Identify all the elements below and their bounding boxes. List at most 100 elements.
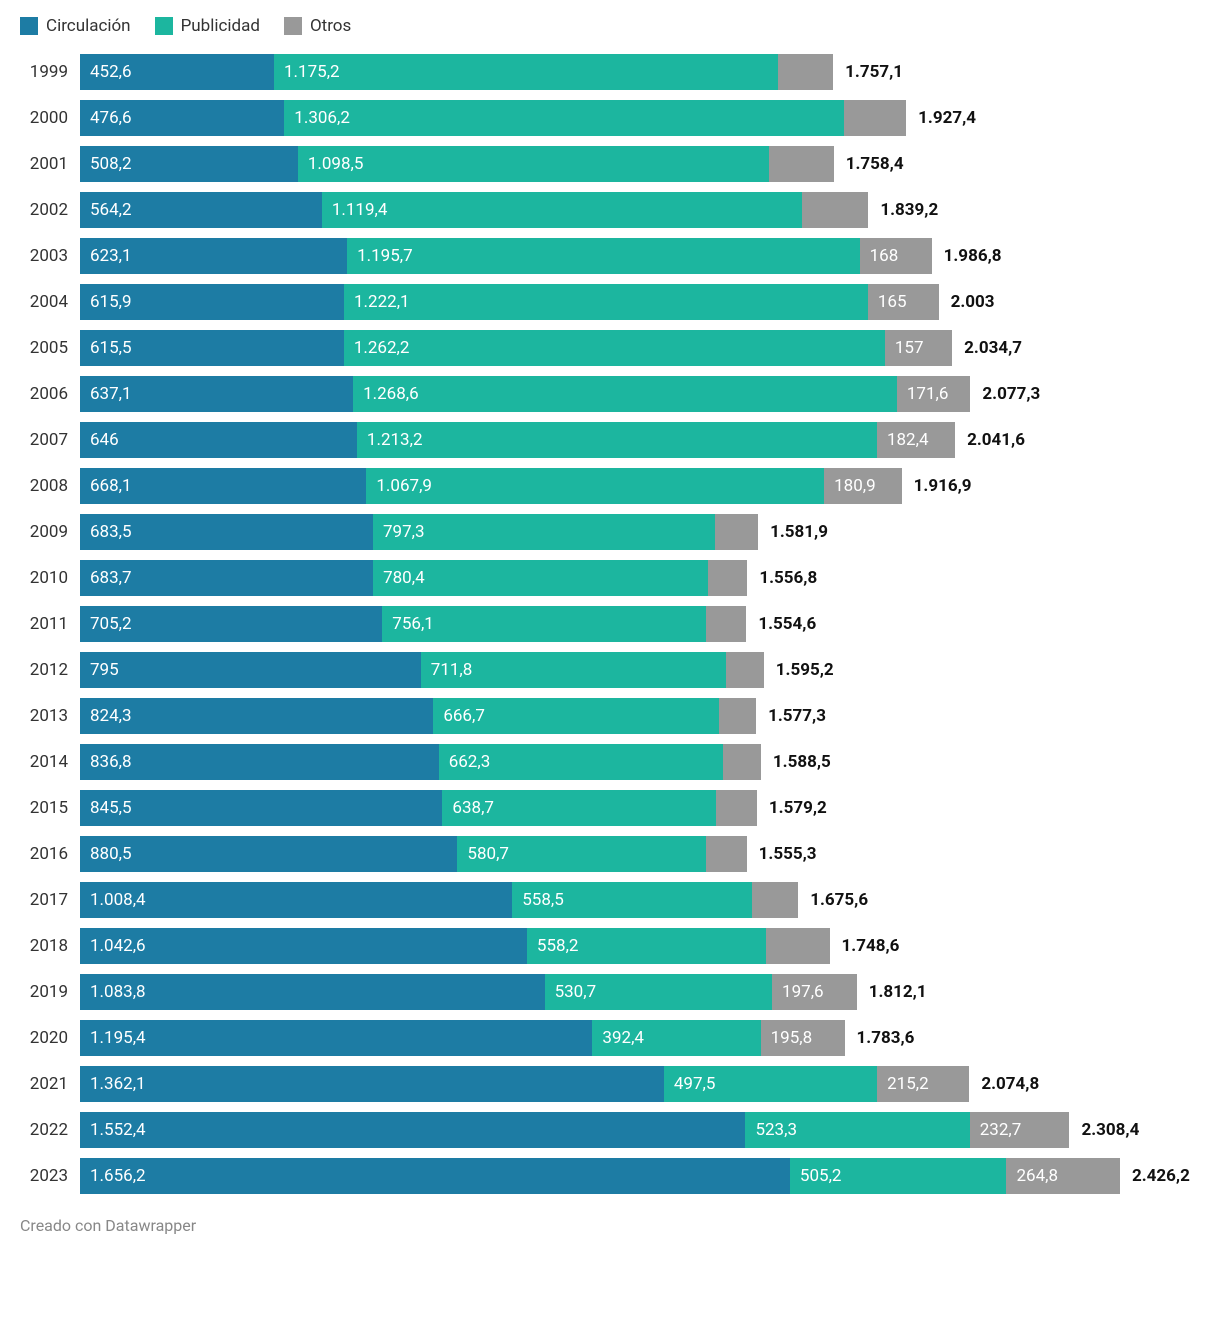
segment-label: 1.222,1 [354, 292, 410, 312]
segment-label: 1.213,2 [367, 430, 423, 450]
segment-circulacion: 1.195,4 [80, 1020, 592, 1056]
segment-label: 666,7 [443, 706, 485, 726]
bar-stack: 880,5580,7 [80, 836, 747, 872]
segment-publicidad: 1.306,2 [284, 100, 844, 136]
chart-row: 2002564,21.119,41.839,2 [20, 192, 1200, 228]
bar-stack: 646 1.213,2 182,4 [80, 422, 955, 458]
chart-row: 20221.552,4523,3232,72.308,4 [20, 1112, 1200, 1148]
year-label: 2008 [20, 476, 80, 496]
bar-area: 564,21.119,41.839,2 [80, 192, 1200, 228]
bar-stack: 1.042,6558,2 [80, 928, 830, 964]
chart-row: 2012795711,81.595,2 [20, 652, 1200, 688]
bar-stack: 824,3 666,7 [80, 698, 756, 734]
segment-otros [723, 744, 761, 780]
bar-stack: 845,5638,7 [80, 790, 757, 826]
segment-otros [716, 790, 757, 826]
bar-stack: 615,51.262,2157 [80, 330, 952, 366]
segment-label: 662,3 [449, 752, 491, 772]
segment-publicidad: 523,3 [745, 1112, 969, 1148]
year-label: 1999 [20, 62, 80, 82]
chart-row: 20191.083,8530,7197,61.812,1 [20, 974, 1200, 1010]
chart-row: 2014836,8662,31.588,5 [20, 744, 1200, 780]
swatch-publicidad [155, 17, 173, 35]
segment-label: 564,2 [90, 200, 132, 220]
year-label: 2001 [20, 154, 80, 174]
chart-row: 2006637,11.268,6171,62.077,3 [20, 376, 1200, 412]
segment-label: 1.098,5 [308, 154, 364, 174]
segment-label: 711,8 [431, 660, 473, 680]
row-total: 2.034,7 [964, 338, 1022, 358]
bar-stack: 1.195,4392,4195,8 [80, 1020, 845, 1056]
segment-publicidad: 530,7 [545, 974, 772, 1010]
row-total: 1.812,1 [869, 982, 927, 1002]
segment-label: 646 [90, 430, 119, 450]
row-total: 2.077,3 [982, 384, 1040, 404]
year-label: 2000 [20, 108, 80, 128]
segment-label: 756,1 [392, 614, 434, 634]
segment-publicidad: 797,3 [373, 514, 715, 550]
segment-otros: 215,2 [877, 1066, 969, 1102]
segment-label: 668,1 [90, 476, 132, 496]
segment-circulacion: 615,9 [80, 284, 344, 320]
segment-publicidad: 558,5 [512, 882, 751, 918]
segment-circulacion: 452,6 [80, 54, 274, 90]
segment-label: 836,8 [90, 752, 132, 772]
bar-area: 452,61.175,21.757,1 [80, 54, 1200, 90]
segment-label: 497,5 [674, 1074, 716, 1094]
row-total: 1.748,6 [842, 936, 900, 956]
segment-label: 195,8 [771, 1028, 813, 1048]
bar-area: 880,5580,7 1.555,3 [80, 836, 1200, 872]
bar-area: 683,7780,41.556,8 [80, 560, 1200, 596]
bar-stack: 1.656,2505,2264,8 [80, 1158, 1120, 1194]
bar-area: 623,11.195,71681.986,8 [80, 238, 1200, 274]
bar-stack: 623,11.195,7168 [80, 238, 932, 274]
year-label: 2010 [20, 568, 80, 588]
bar-area: 1.008,4558,51.675,6 [80, 882, 1200, 918]
row-total: 1.555,3 [759, 844, 817, 864]
bar-area: 836,8662,31.588,5 [80, 744, 1200, 780]
bar-area: 508,21.098,51.758,4 [80, 146, 1200, 182]
bar-area: 1.656,2505,2264,82.426,2 [80, 1158, 1200, 1194]
segment-label: 638,7 [452, 798, 494, 818]
segment-label: 1.042,6 [90, 936, 146, 956]
segment-label: 558,5 [522, 890, 564, 910]
year-label: 2013 [20, 706, 80, 726]
segment-label: 523,3 [755, 1120, 797, 1140]
bar-area: 476,61.306,21.927,4 [80, 100, 1200, 136]
segment-circulacion: 646 [80, 422, 357, 458]
chart-row: 2009683,5797,31.581,9 [20, 514, 1200, 550]
chart-row: 2005615,51.262,21572.034,7 [20, 330, 1200, 366]
segment-label: 182,4 [887, 430, 929, 450]
bar-stack: 508,21.098,5 [80, 146, 834, 182]
year-label: 2004 [20, 292, 80, 312]
segment-label: 530,7 [555, 982, 597, 1002]
segment-circulacion: 836,8 [80, 744, 439, 780]
legend-label: Publicidad [181, 16, 260, 36]
chart-row: 20211.362,1497,5215,22.074,8 [20, 1066, 1200, 1102]
chart-row: 2004615,91.222,11652.003 [20, 284, 1200, 320]
segment-label: 264,8 [1016, 1166, 1058, 1186]
bar-stack: 615,9 1.222,1 165 [80, 284, 939, 320]
segment-otros [706, 836, 746, 872]
segment-circulacion: 705,2 [80, 606, 382, 642]
year-label: 2007 [20, 430, 80, 450]
bar-stack: 1.083,8530,7197,6 [80, 974, 857, 1010]
bar-area: 615,91.222,11652.003 [80, 284, 1200, 320]
segment-label: 1.119,4 [332, 200, 388, 220]
segment-label: 165 [878, 292, 907, 312]
bar-area: 705,2756,11.554,6 [80, 606, 1200, 642]
segment-label: 1.262,2 [354, 338, 410, 358]
chart-row: 20201.195,4392,4195,81.783,6 [20, 1020, 1200, 1056]
segment-circulacion: 824,3 [80, 698, 433, 734]
segment-label: 615,5 [90, 338, 132, 358]
segment-label: 880,5 [90, 844, 132, 864]
stacked-bar-chart: 1999452,61.175,21.757,12000476,61.306,21… [20, 54, 1200, 1194]
year-label: 2016 [20, 844, 80, 864]
bar-area: 845,5638,71.579,2 [80, 790, 1200, 826]
segment-otros [778, 54, 833, 90]
segment-label: 1.306,2 [294, 108, 350, 128]
bar-area: 1.362,1497,5215,22.074,8 [80, 1066, 1200, 1102]
segment-publicidad: 1.262,2 [344, 330, 885, 366]
bar-area: 1.195,4392,4195,81.783,6 [80, 1020, 1200, 1056]
segment-publicidad: 780,4 [373, 560, 708, 596]
